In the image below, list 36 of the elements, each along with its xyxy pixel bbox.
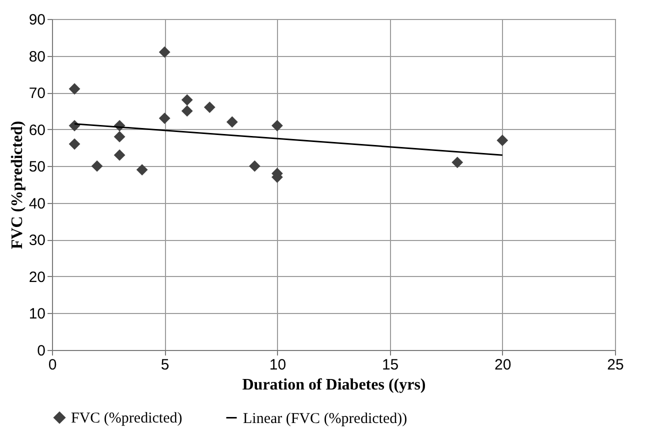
point: [114, 130, 126, 142]
y-tick-label: 90: [28, 12, 46, 28]
y-tick-label: 20: [28, 268, 46, 286]
y-tick-label: 80: [28, 48, 46, 66]
x-tick-label: 10: [269, 356, 286, 374]
y-tick-label: 70: [28, 85, 46, 102]
point: [91, 160, 103, 172]
y-tick-label: 10: [28, 306, 46, 323]
point: [204, 102, 216, 113]
legend-label: Linear (FVC (%predicted)): [243, 410, 408, 427]
point: [68, 83, 80, 95]
point: [272, 120, 283, 132]
x-tick-label: 15: [382, 356, 399, 374]
point: [114, 149, 126, 161]
point: [181, 94, 193, 106]
x-tick-label: 20: [494, 356, 512, 374]
point: [181, 105, 193, 117]
x-tick-label: 25: [607, 356, 624, 374]
y-tick-label: 40: [28, 195, 46, 212]
point: [496, 134, 508, 146]
y-tick-label: 50: [28, 158, 46, 176]
point: [136, 164, 148, 176]
legend-label: FVC (%predicted): [71, 410, 182, 427]
y-axis-title: FVC (%predicted): [8, 120, 26, 250]
x-tick-label: 5: [160, 356, 170, 374]
point: [248, 160, 260, 172]
point: [158, 46, 170, 58]
x-tick-label: 0: [48, 356, 57, 374]
point: [158, 112, 170, 124]
point: [68, 138, 80, 150]
point: [452, 156, 464, 168]
y-tick-label: 30: [28, 232, 46, 250]
y-tick-label: 60: [28, 122, 46, 139]
y-tick-label: 0: [37, 342, 46, 360]
point: [226, 116, 238, 128]
x-axis-title: Duration of Diabetes ((yrs): [242, 376, 426, 394]
